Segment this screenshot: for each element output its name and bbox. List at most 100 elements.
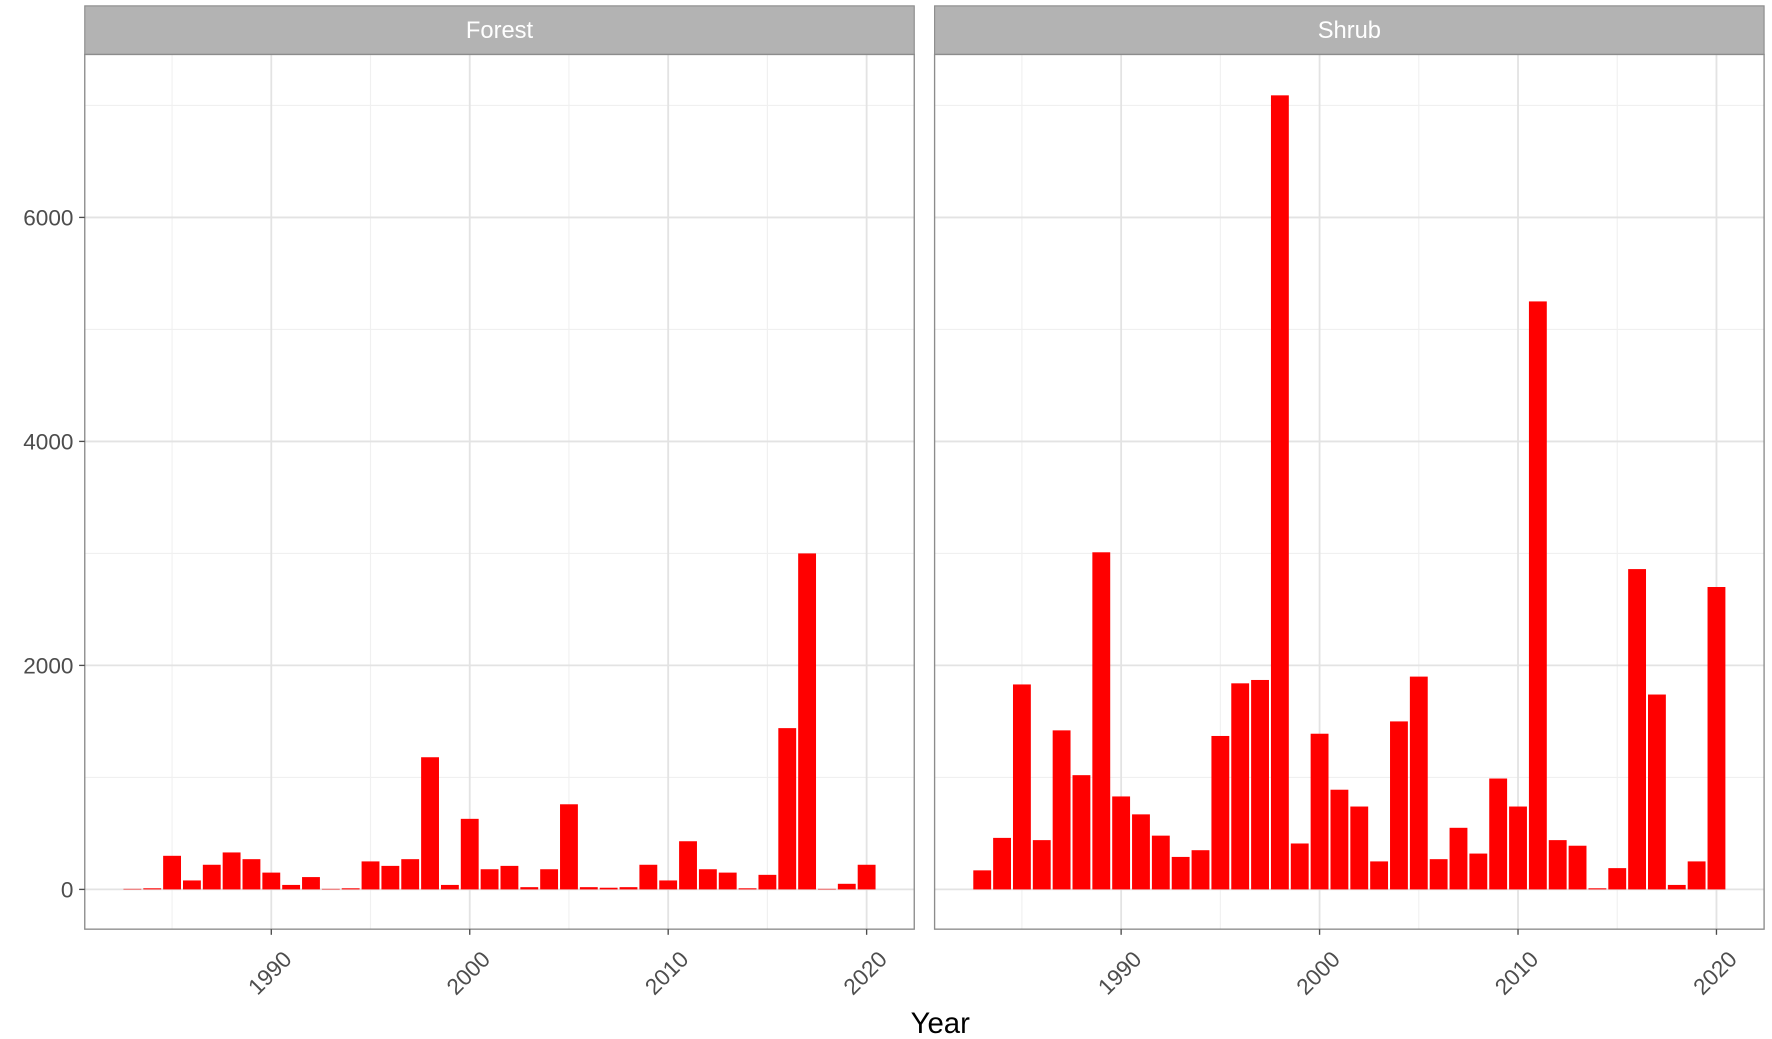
bar: [1449, 827, 1468, 890]
bar: [579, 887, 598, 890]
bar: [1231, 683, 1250, 890]
panel-background: [84, 54, 915, 930]
bar: [202, 864, 221, 890]
bar: [1112, 796, 1131, 890]
x-tick-label: 2000: [442, 946, 495, 999]
bar: [1032, 840, 1051, 890]
bar: [837, 883, 856, 890]
x-tick-label: 2020: [1689, 946, 1742, 999]
bar: [421, 757, 439, 890]
bar: [123, 888, 142, 890]
bar: [1409, 676, 1428, 890]
bar: [758, 874, 777, 890]
bar: [500, 865, 519, 890]
x-tick-label: 2020: [839, 946, 892, 999]
bar: [1191, 850, 1210, 890]
bar: [143, 888, 162, 890]
bar: [1509, 806, 1527, 890]
bar: [1489, 778, 1508, 890]
bar: [1132, 814, 1150, 890]
panel-border: [84, 53, 915, 930]
x-tick-label: 1990: [243, 946, 296, 999]
bar: [1350, 806, 1369, 890]
bar: [1568, 845, 1587, 890]
bar: [302, 877, 320, 890]
y-tick-label: 2000: [23, 653, 73, 678]
bar: [798, 553, 817, 890]
facet-panel: Shrub 1990 2000 2010 2020: [933, 5, 1765, 1000]
bar: [182, 880, 201, 890]
x-axis-title: Year: [911, 1007, 971, 1039]
bar: [599, 887, 618, 890]
x-tick-label: 2010: [1490, 946, 1543, 999]
bar: [1012, 684, 1031, 890]
bar: [1548, 840, 1567, 890]
bar: [1469, 853, 1488, 890]
bar: [1588, 888, 1607, 890]
bar: [262, 872, 281, 890]
bar: [993, 837, 1011, 890]
facet-panel: Forest 1990 2000 2010 2020 0 2000 4000 6000: [23, 5, 915, 1000]
bar: [1211, 735, 1230, 890]
y-tick-label: 0: [61, 877, 74, 902]
bar: [381, 865, 400, 890]
facet-strip: [934, 5, 1765, 56]
bar: [1171, 856, 1190, 890]
y-tick-label: 4000: [23, 429, 73, 454]
bar: [242, 859, 261, 890]
bar: [540, 869, 559, 890]
bar: [1628, 569, 1647, 890]
bar: [698, 869, 717, 890]
bar: [1330, 789, 1349, 890]
bar: [321, 888, 340, 890]
bar: [282, 884, 301, 890]
facet-strip: [84, 5, 915, 56]
bar: [361, 861, 380, 890]
facet-title: Forest: [466, 18, 534, 44]
bar: [1092, 552, 1111, 890]
facet-title: Shrub: [1318, 18, 1381, 44]
y-tick-label: 6000: [23, 205, 73, 230]
bar: [1290, 843, 1309, 890]
bar: [778, 728, 797, 890]
x-tick-label: 2010: [640, 946, 693, 999]
bar: [1667, 884, 1686, 890]
bar: [520, 887, 539, 890]
bar: [440, 884, 459, 890]
bar: [857, 864, 876, 890]
bar: [1528, 301, 1547, 890]
bar: [639, 864, 658, 890]
bar: [818, 888, 836, 890]
bar: [1429, 859, 1448, 890]
bar: [163, 855, 182, 890]
bar: [1687, 861, 1706, 890]
bar: [679, 841, 697, 890]
bar: [738, 888, 757, 890]
bar: [1151, 835, 1170, 890]
bar: [1390, 721, 1408, 890]
bar: [1608, 868, 1627, 890]
bar: [1072, 775, 1091, 890]
bar: [1270, 95, 1289, 890]
x-tick-label: 2000: [1292, 946, 1345, 999]
bar: [1052, 730, 1071, 890]
bar: [973, 870, 992, 890]
panel-border: [933, 53, 1765, 930]
bar: [1707, 587, 1726, 890]
bar: [619, 887, 638, 890]
bar: [460, 818, 479, 890]
bar: [401, 859, 420, 890]
bar: [341, 888, 360, 890]
bar: [718, 872, 737, 890]
bar: [222, 852, 241, 890]
bar: [560, 804, 578, 890]
bar: [1370, 861, 1389, 890]
bar: [480, 869, 499, 890]
x-tick-label: 1990: [1093, 946, 1146, 999]
bar: [1251, 679, 1269, 890]
bar: [1647, 694, 1666, 890]
bar: [1310, 733, 1329, 890]
bar: [659, 880, 678, 890]
